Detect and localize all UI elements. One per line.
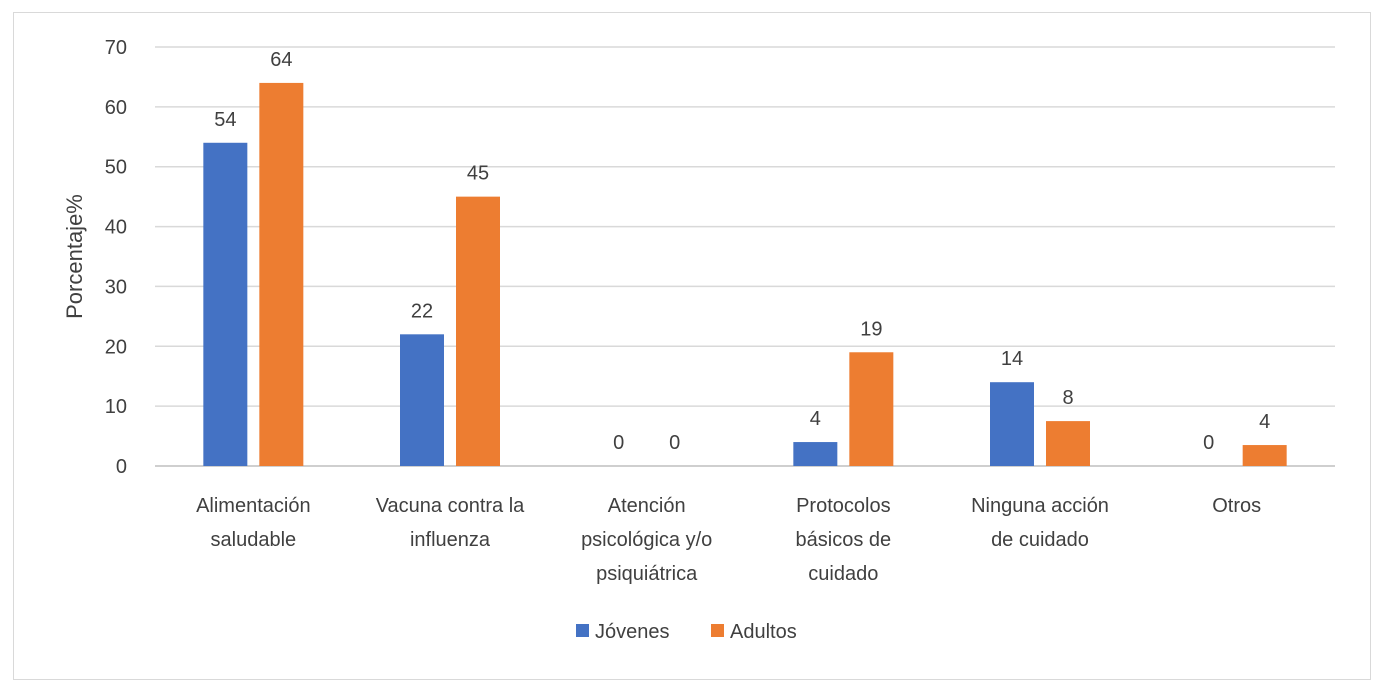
data-label: 22 — [411, 300, 433, 322]
category-label: Vacuna contra la — [376, 495, 525, 517]
y-tick-label: 0 — [116, 456, 127, 478]
category-label: Otros — [1212, 495, 1261, 517]
category-label: de cuidado — [991, 529, 1089, 551]
bars-layer — [203, 82, 1287, 467]
y-tick-label: 10 — [105, 396, 127, 418]
bar-j-venes-3 — [793, 442, 838, 466]
bar-j-venes-4 — [990, 382, 1034, 466]
category-label: Protocolos — [796, 495, 891, 517]
category-labels: Alimentación saludable Vacuna contra la inf… — [196, 495, 1261, 585]
data-label: 0 — [669, 432, 680, 454]
bar-adultos-1 — [456, 196, 500, 466]
data-label: 4 — [810, 408, 821, 430]
data-label: 8 — [1062, 387, 1073, 409]
category-label: Alimentación — [196, 495, 311, 517]
data-label: 19 — [860, 318, 882, 340]
category-label: psiquiátrica — [596, 563, 698, 585]
bar-adultos-0 — [259, 82, 304, 467]
bar-j-venes-0 — [203, 142, 248, 466]
bar-j-venes-1 — [400, 334, 444, 466]
y-tick-label: 40 — [105, 217, 127, 239]
category-label: psicológica y/o — [581, 529, 712, 551]
data-label: 4 — [1259, 411, 1270, 433]
y-axis-title: Porcentaje% — [62, 194, 87, 319]
category-label: cuidado — [808, 563, 878, 585]
labels-layer: 54 64 22 45 0 0 4 19 14 8 0 4 — [214, 49, 1270, 454]
category-label: influenza — [410, 529, 491, 551]
legend-label: Adultos — [730, 621, 797, 643]
data-label: 54 — [214, 109, 236, 131]
legend-swatch — [576, 624, 589, 637]
legend-swatch — [711, 624, 724, 637]
bar-adultos-3 — [849, 352, 894, 466]
legend-label: Jóvenes — [595, 621, 670, 643]
data-label: 14 — [1001, 348, 1023, 370]
category-label: Ninguna acción — [971, 495, 1109, 517]
y-tick-label: 50 — [105, 157, 127, 179]
category-label: Atención — [608, 495, 686, 517]
category-label: saludable — [211, 529, 297, 551]
y-tick-label: 30 — [105, 276, 127, 298]
y-tick-label: 60 — [105, 97, 127, 119]
bar-adultos-4 — [1046, 421, 1090, 466]
category-label: básicos de — [796, 529, 892, 551]
legend: Jóvenes Adultos — [576, 621, 797, 643]
data-label: 45 — [467, 163, 489, 185]
bar-adultos-5 — [1242, 445, 1287, 466]
data-label: 64 — [270, 49, 292, 71]
y-tick-label: 70 — [105, 37, 127, 59]
y-tick-label: 20 — [105, 336, 127, 358]
data-label: 0 — [1203, 432, 1214, 454]
data-label: 0 — [613, 432, 624, 454]
